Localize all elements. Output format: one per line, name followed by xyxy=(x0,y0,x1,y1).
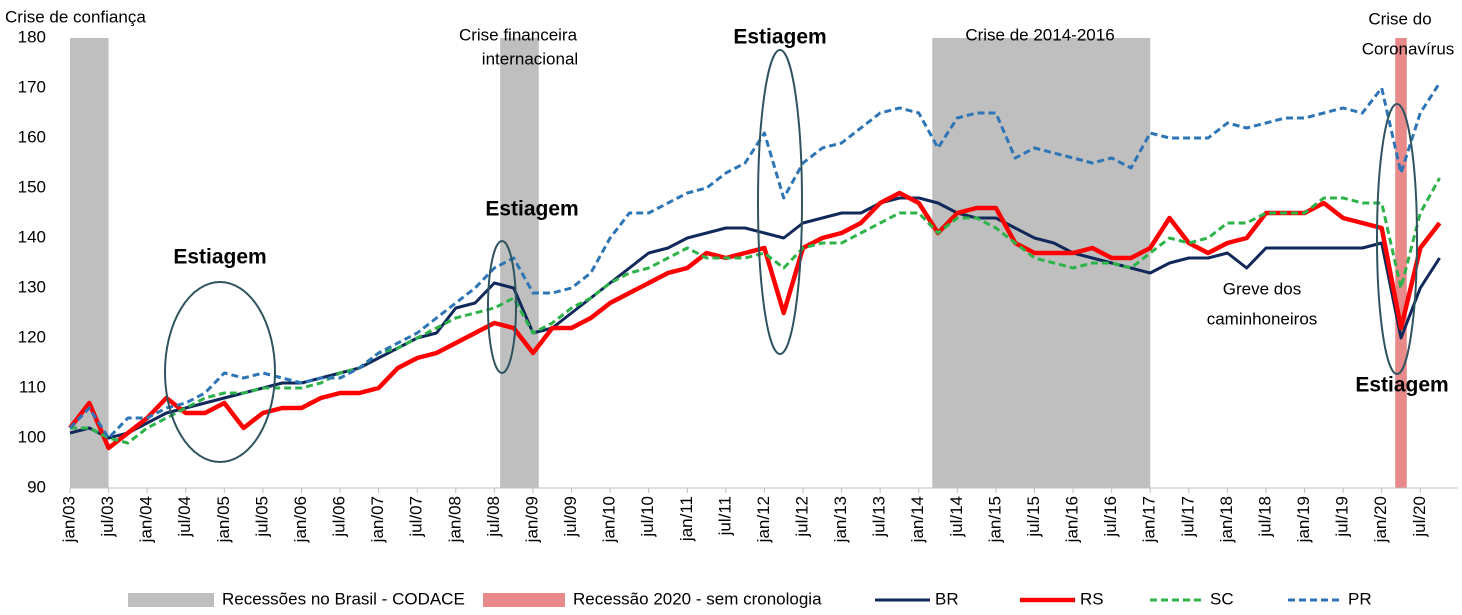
y-tick-label: 90 xyxy=(27,477,46,496)
x-tick-label: jul/11 xyxy=(715,496,734,536)
x-tick-label: jan/12 xyxy=(754,496,773,543)
y-tick-label: 110 xyxy=(19,377,46,396)
annotation: caminhoneiros xyxy=(1207,309,1318,328)
y-tick-label: 100 xyxy=(18,427,46,446)
y-tick-label: 150 xyxy=(18,177,46,196)
recession-band xyxy=(70,38,109,488)
x-tick-label: jul/09 xyxy=(561,496,580,538)
x-tick-label: jul/17 xyxy=(1178,496,1197,538)
x-tick-label: jan/17 xyxy=(1140,496,1159,543)
x-tick-label: jan/16 xyxy=(1063,496,1082,543)
annotation: Greve dos xyxy=(1223,279,1301,298)
x-tick-label: jul/19 xyxy=(1333,496,1352,538)
x-tick-label: jul/13 xyxy=(870,496,889,538)
annotation: Crise de confiança xyxy=(5,7,146,26)
y-tick-label: 130 xyxy=(18,277,46,296)
x-tick-label: jan/07 xyxy=(368,496,387,543)
annotation: Estiagem xyxy=(733,26,826,49)
legend-label: BR xyxy=(935,589,959,608)
x-tick-label: jan/18 xyxy=(1217,496,1236,543)
legend-label: Recessão 2020 - sem cronologia xyxy=(573,589,822,608)
annotation: Estiagem xyxy=(485,198,578,221)
x-tick-label: jul/05 xyxy=(252,496,271,538)
x-tick-label: jul/06 xyxy=(330,496,349,538)
highlight-ellipse xyxy=(1376,103,1418,375)
recession-band xyxy=(500,38,539,488)
x-tick-label: jul/10 xyxy=(638,496,657,538)
y-tick-label: 140 xyxy=(18,227,46,246)
x-tick-label: jan/19 xyxy=(1294,496,1313,543)
highlight-ellipse xyxy=(164,281,276,463)
x-tick-label: jan/11 xyxy=(677,496,696,542)
x-tick-label: jan/05 xyxy=(214,496,233,543)
x-tick-label: jan/09 xyxy=(522,496,541,543)
annotation: Crise financeira xyxy=(459,25,578,44)
annotation: Estiagem xyxy=(173,246,266,269)
annotation: Crise do xyxy=(1368,9,1431,28)
x-tick-label: jan/08 xyxy=(445,496,464,543)
x-tick-label: jan/20 xyxy=(1371,496,1390,543)
x-tick-label: jul/18 xyxy=(1255,496,1274,538)
x-tick-label: jul/07 xyxy=(407,496,426,538)
y-tick-label: 120 xyxy=(18,327,46,346)
x-tick-label: jan/13 xyxy=(831,496,850,543)
y-tick-label: 160 xyxy=(18,127,46,146)
y-tick-label: 170 xyxy=(18,77,46,96)
annotation: Coronavírus xyxy=(1362,39,1455,58)
legend-label: SC xyxy=(1210,589,1234,608)
series-line xyxy=(70,177,1441,445)
x-tick-label: jul/20 xyxy=(1410,496,1429,538)
x-tick-label: jul/16 xyxy=(1101,496,1120,538)
x-tick-label: jan/10 xyxy=(600,496,619,543)
x-tick-label: jan/03 xyxy=(59,496,78,543)
x-tick-label: jul/03 xyxy=(98,496,117,538)
x-tick-label: jan/15 xyxy=(985,496,1004,543)
series-line xyxy=(68,190,1442,451)
highlight-ellipse xyxy=(757,49,803,355)
annotation: Crise de 2014-2016 xyxy=(965,25,1114,44)
annotation: internacional xyxy=(482,49,578,68)
x-tick-label: jul/12 xyxy=(793,496,812,538)
x-tick-label: jul/15 xyxy=(1024,496,1043,538)
x-tick-label: jan/06 xyxy=(291,496,310,543)
x-tick-label: jul/08 xyxy=(484,496,503,538)
annotation: Estiagem xyxy=(1355,374,1448,397)
x-tick-label: jan/04 xyxy=(137,496,156,543)
legend-swatch xyxy=(128,593,214,607)
recession-band xyxy=(1395,38,1407,488)
x-tick-label: jan/14 xyxy=(908,496,927,543)
legend-label: Recessões no Brasil - CODACE xyxy=(222,589,465,608)
x-tick-label: jul/04 xyxy=(175,496,194,538)
x-tick-label: jul/14 xyxy=(947,496,966,538)
y-tick-label: 180 xyxy=(18,27,46,46)
legend-label: RS xyxy=(1080,589,1104,608)
highlight-ellipse xyxy=(487,240,517,374)
series-line xyxy=(68,82,1441,440)
legend-swatch xyxy=(483,593,565,607)
legend-label: PR xyxy=(1348,589,1372,608)
